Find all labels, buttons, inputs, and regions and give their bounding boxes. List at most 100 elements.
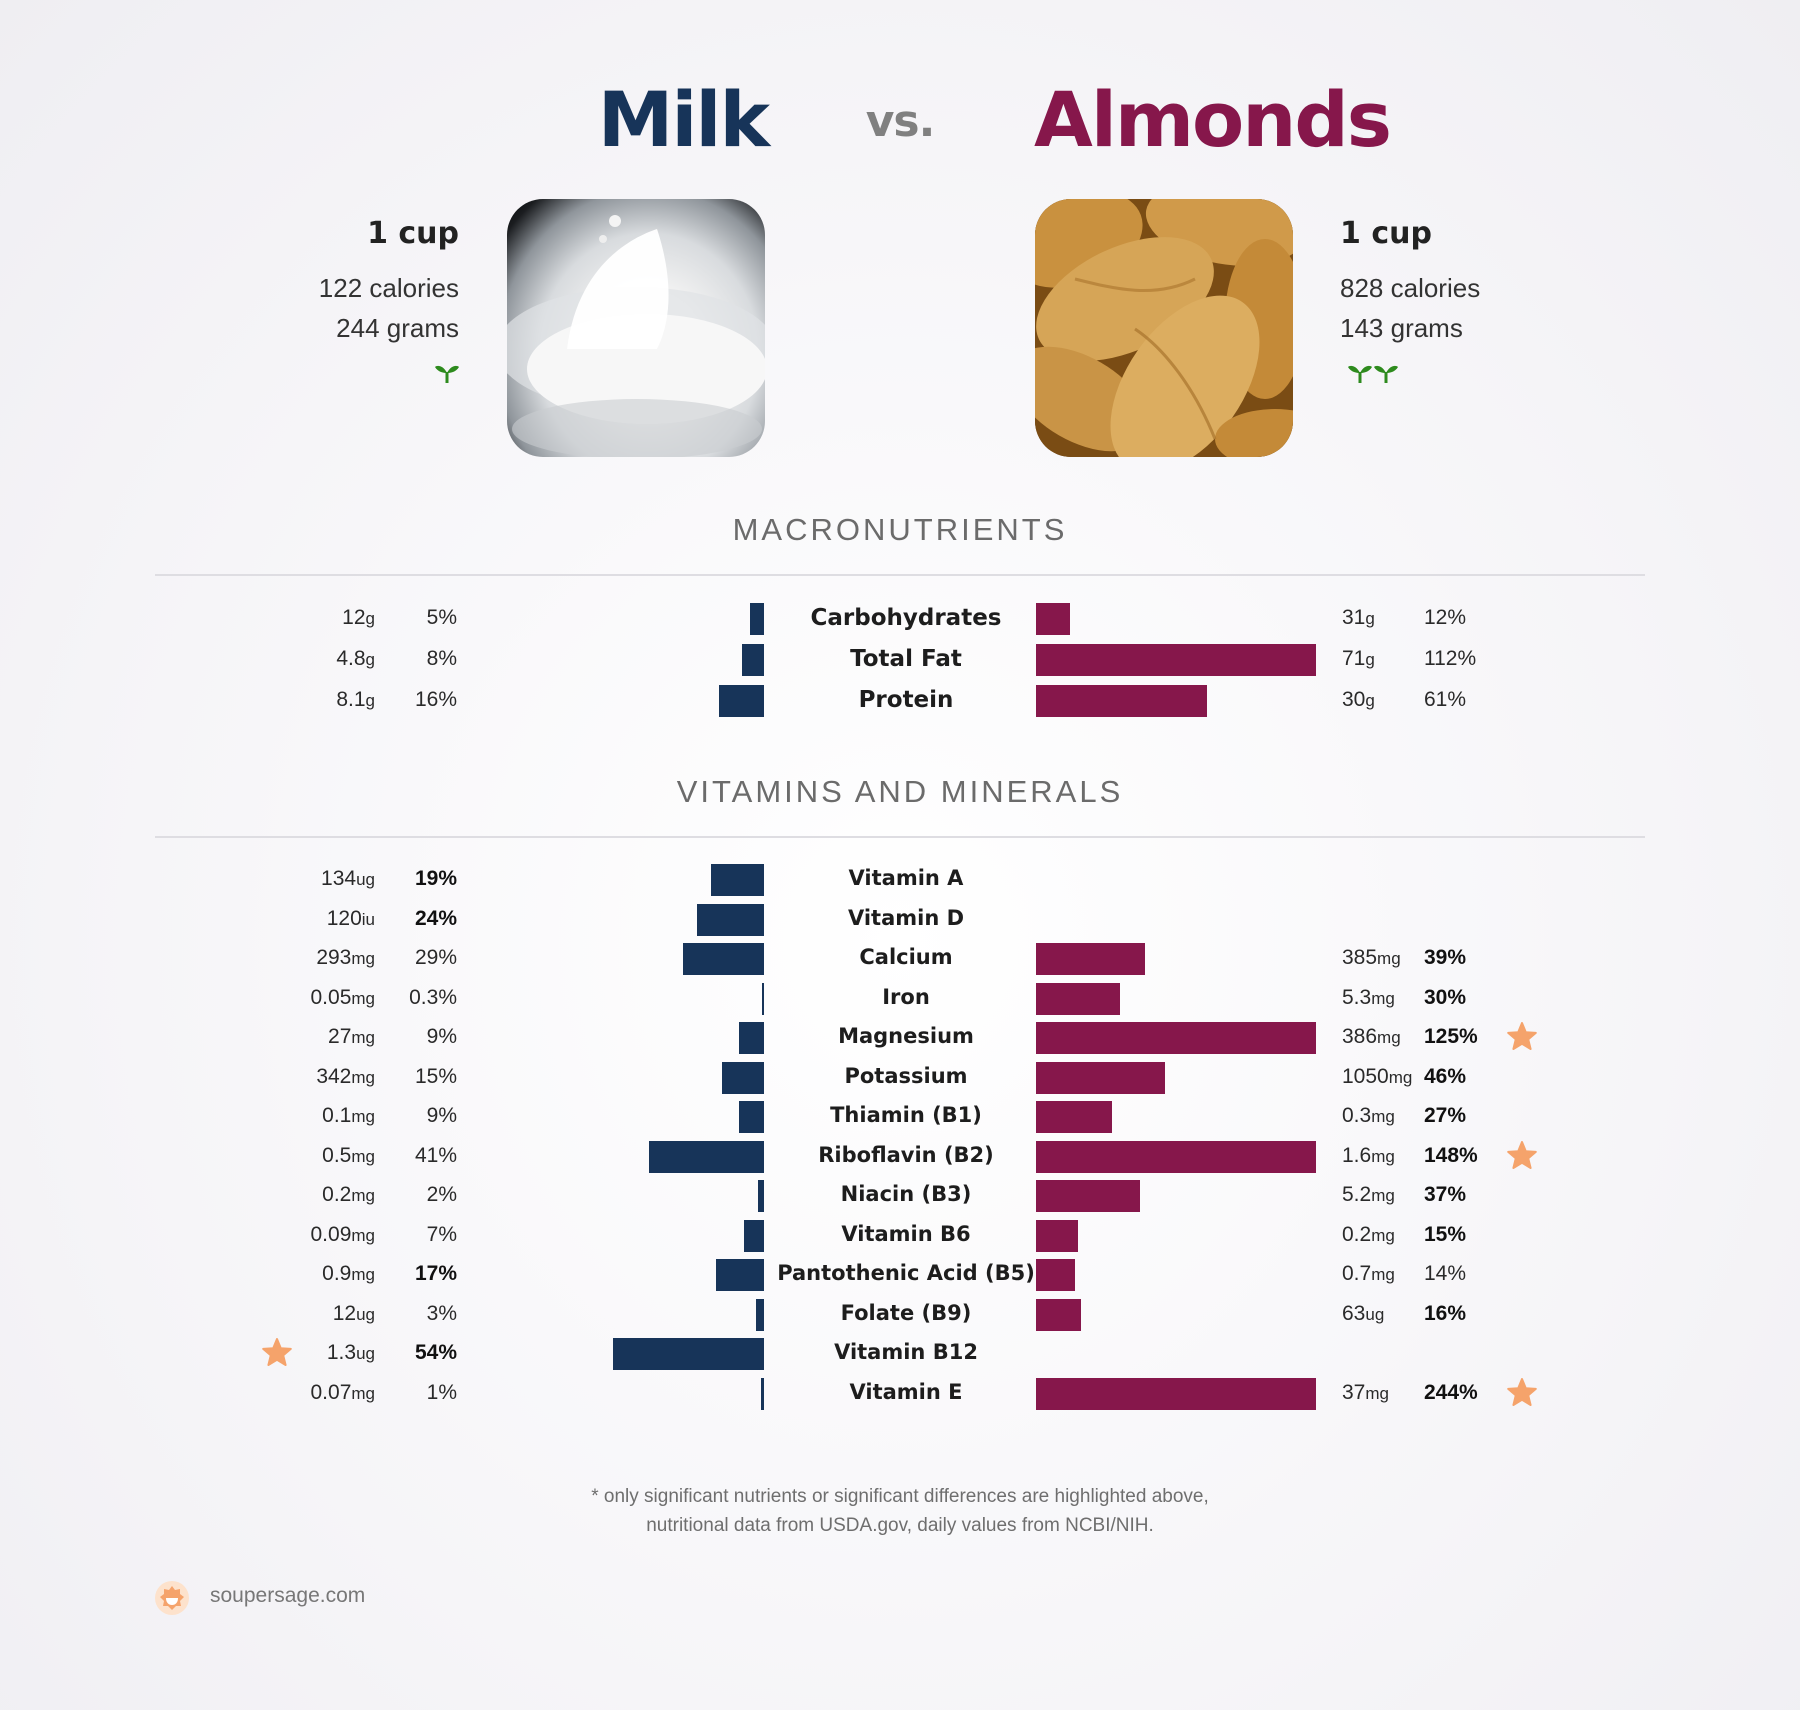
almonds-unit: g bbox=[1365, 650, 1375, 669]
almonds-percent: 148% bbox=[1424, 1143, 1478, 1167]
milk-bar bbox=[682, 943, 764, 975]
milk-amount: 27mg bbox=[328, 1025, 375, 1048]
brand-link[interactable]: soupersage.com bbox=[210, 1584, 366, 1607]
nutrient-label: Riboflavin (B2) bbox=[818, 1142, 994, 1167]
milk-percent: 9% bbox=[426, 1104, 457, 1127]
milk-unit: mg bbox=[351, 1067, 375, 1087]
milk-percent: 29% bbox=[414, 946, 457, 969]
versus-label: vs. bbox=[865, 96, 936, 147]
milk-unit: g bbox=[365, 609, 375, 628]
almonds-percent: 16% bbox=[1424, 1301, 1467, 1325]
almonds-unit: ug bbox=[1365, 1304, 1385, 1324]
left-food-title: Milk bbox=[597, 75, 770, 164]
milk-unit: mg bbox=[351, 1028, 375, 1047]
nutrient-label: Potassium bbox=[844, 1063, 968, 1088]
nutrient-label: Vitamin A bbox=[848, 866, 964, 890]
nutrient-label: Carbohydrates bbox=[810, 605, 1002, 631]
milk-bar bbox=[758, 1180, 764, 1212]
milk-unit: iu bbox=[361, 909, 375, 929]
milk-bar bbox=[762, 982, 764, 1015]
milk-bar bbox=[696, 903, 764, 936]
almonds-percent: 15% bbox=[1424, 1222, 1467, 1246]
right-food-title: Almonds bbox=[1034, 75, 1392, 164]
almonds-amount: 386mg bbox=[1342, 1025, 1401, 1048]
almonds-amount: 0.7mg bbox=[1342, 1262, 1395, 1285]
milk-unit: mg bbox=[351, 1186, 375, 1205]
almonds-bar bbox=[1036, 1377, 1316, 1410]
almonds-bar bbox=[1036, 943, 1146, 975]
almonds-bar bbox=[1036, 1061, 1165, 1094]
almonds-bar bbox=[1036, 603, 1070, 635]
milk-bar bbox=[738, 1101, 764, 1133]
nutrient-label: Iron bbox=[882, 984, 930, 1009]
milk-percent: 3% bbox=[426, 1301, 457, 1325]
almonds-unit: mg bbox=[1377, 949, 1401, 968]
almonds-unit: mg bbox=[1371, 1186, 1395, 1205]
milk-percent: 7% bbox=[426, 1222, 457, 1246]
almonds-unit: mg bbox=[1371, 1107, 1395, 1126]
almonds-percent: 46% bbox=[1424, 1064, 1467, 1088]
almonds-amount: 385mg bbox=[1342, 946, 1401, 969]
milk-bar bbox=[750, 603, 764, 635]
milk-amount: 120iu bbox=[326, 906, 375, 930]
nutrient-label: Magnesium bbox=[838, 1024, 974, 1048]
milk-amount: 0.5mg bbox=[322, 1143, 375, 1167]
soupersage-logo-icon bbox=[155, 1581, 189, 1615]
almonds-percent: 112% bbox=[1424, 647, 1477, 670]
nutrient-label: Vitamin B6 bbox=[841, 1221, 971, 1246]
sprout-icon bbox=[1348, 365, 1372, 383]
milk-percent: 8% bbox=[426, 647, 457, 670]
milk-amount: 4.8g bbox=[336, 647, 375, 670]
nutrient-label: Vitamin B12 bbox=[834, 1340, 978, 1364]
almonds-unit: mg bbox=[1371, 1225, 1395, 1245]
almonds-percent: 12% bbox=[1424, 606, 1467, 629]
milk-bar bbox=[710, 864, 764, 896]
milk-star-icon bbox=[262, 1338, 292, 1366]
milk-percent: 54% bbox=[414, 1341, 457, 1364]
almonds-bar bbox=[1036, 982, 1120, 1015]
right-calories: 828 calories bbox=[1340, 273, 1481, 303]
right-serving: 1 cup bbox=[1340, 216, 1432, 251]
milk-unit: ug bbox=[356, 1304, 375, 1324]
milk-unit: mg bbox=[351, 988, 375, 1008]
almonds-amount: 37mg bbox=[1342, 1380, 1389, 1404]
milk-amount: 12ug bbox=[332, 1301, 375, 1325]
left-serving: 1 cup bbox=[367, 216, 459, 251]
milk-amount: 0.1mg bbox=[322, 1104, 375, 1127]
milk-percent: 41% bbox=[414, 1143, 457, 1167]
milk-percent: 15% bbox=[414, 1064, 457, 1088]
sprout-icon bbox=[1374, 365, 1398, 383]
milk-amount: 0.09mg bbox=[310, 1222, 376, 1246]
milk-amount: 0.05mg bbox=[310, 985, 376, 1009]
vitamins-title: VITAMINS AND MINERALS bbox=[676, 774, 1124, 809]
almonds-bar bbox=[1036, 685, 1207, 717]
milk-amount: 293mg bbox=[316, 946, 375, 969]
sprout-icon bbox=[435, 365, 459, 383]
footnote-line-1: * only significant nutrients or signific… bbox=[591, 1486, 1209, 1507]
almonds-percent: 125% bbox=[1424, 1025, 1478, 1048]
milk-unit: mg bbox=[351, 1107, 375, 1126]
milk-bar bbox=[719, 685, 764, 717]
nutrient-label: Total Fat bbox=[850, 646, 962, 672]
almonds-bar bbox=[1036, 1219, 1078, 1252]
milk-bar bbox=[761, 1377, 764, 1410]
almonds-bar bbox=[1036, 644, 1316, 676]
almonds-star-icon bbox=[1507, 1022, 1537, 1050]
milk-percent: 5% bbox=[426, 606, 457, 629]
almonds-unit: mg bbox=[1365, 1383, 1389, 1403]
milk-amount: 12g bbox=[342, 606, 375, 629]
milk-percent: 19% bbox=[414, 867, 457, 890]
milk-unit: mg bbox=[351, 1146, 375, 1166]
almonds-unit: mg bbox=[1371, 988, 1395, 1008]
milk-unit: mg bbox=[351, 1383, 375, 1403]
almonds-star-icon bbox=[1507, 1140, 1537, 1169]
almonds-bar bbox=[1036, 1101, 1112, 1133]
nutrient-label: Thiamin (B1) bbox=[830, 1103, 982, 1127]
milk-amount: 0.07mg bbox=[310, 1380, 376, 1404]
milk-bar bbox=[741, 644, 764, 676]
almonds-percent: 37% bbox=[1424, 1183, 1467, 1206]
milk-bar bbox=[649, 1140, 764, 1173]
vitamins-divider bbox=[155, 836, 1645, 838]
milk-percent: 1% bbox=[426, 1380, 457, 1404]
nutrient-label: Protein bbox=[858, 687, 954, 713]
